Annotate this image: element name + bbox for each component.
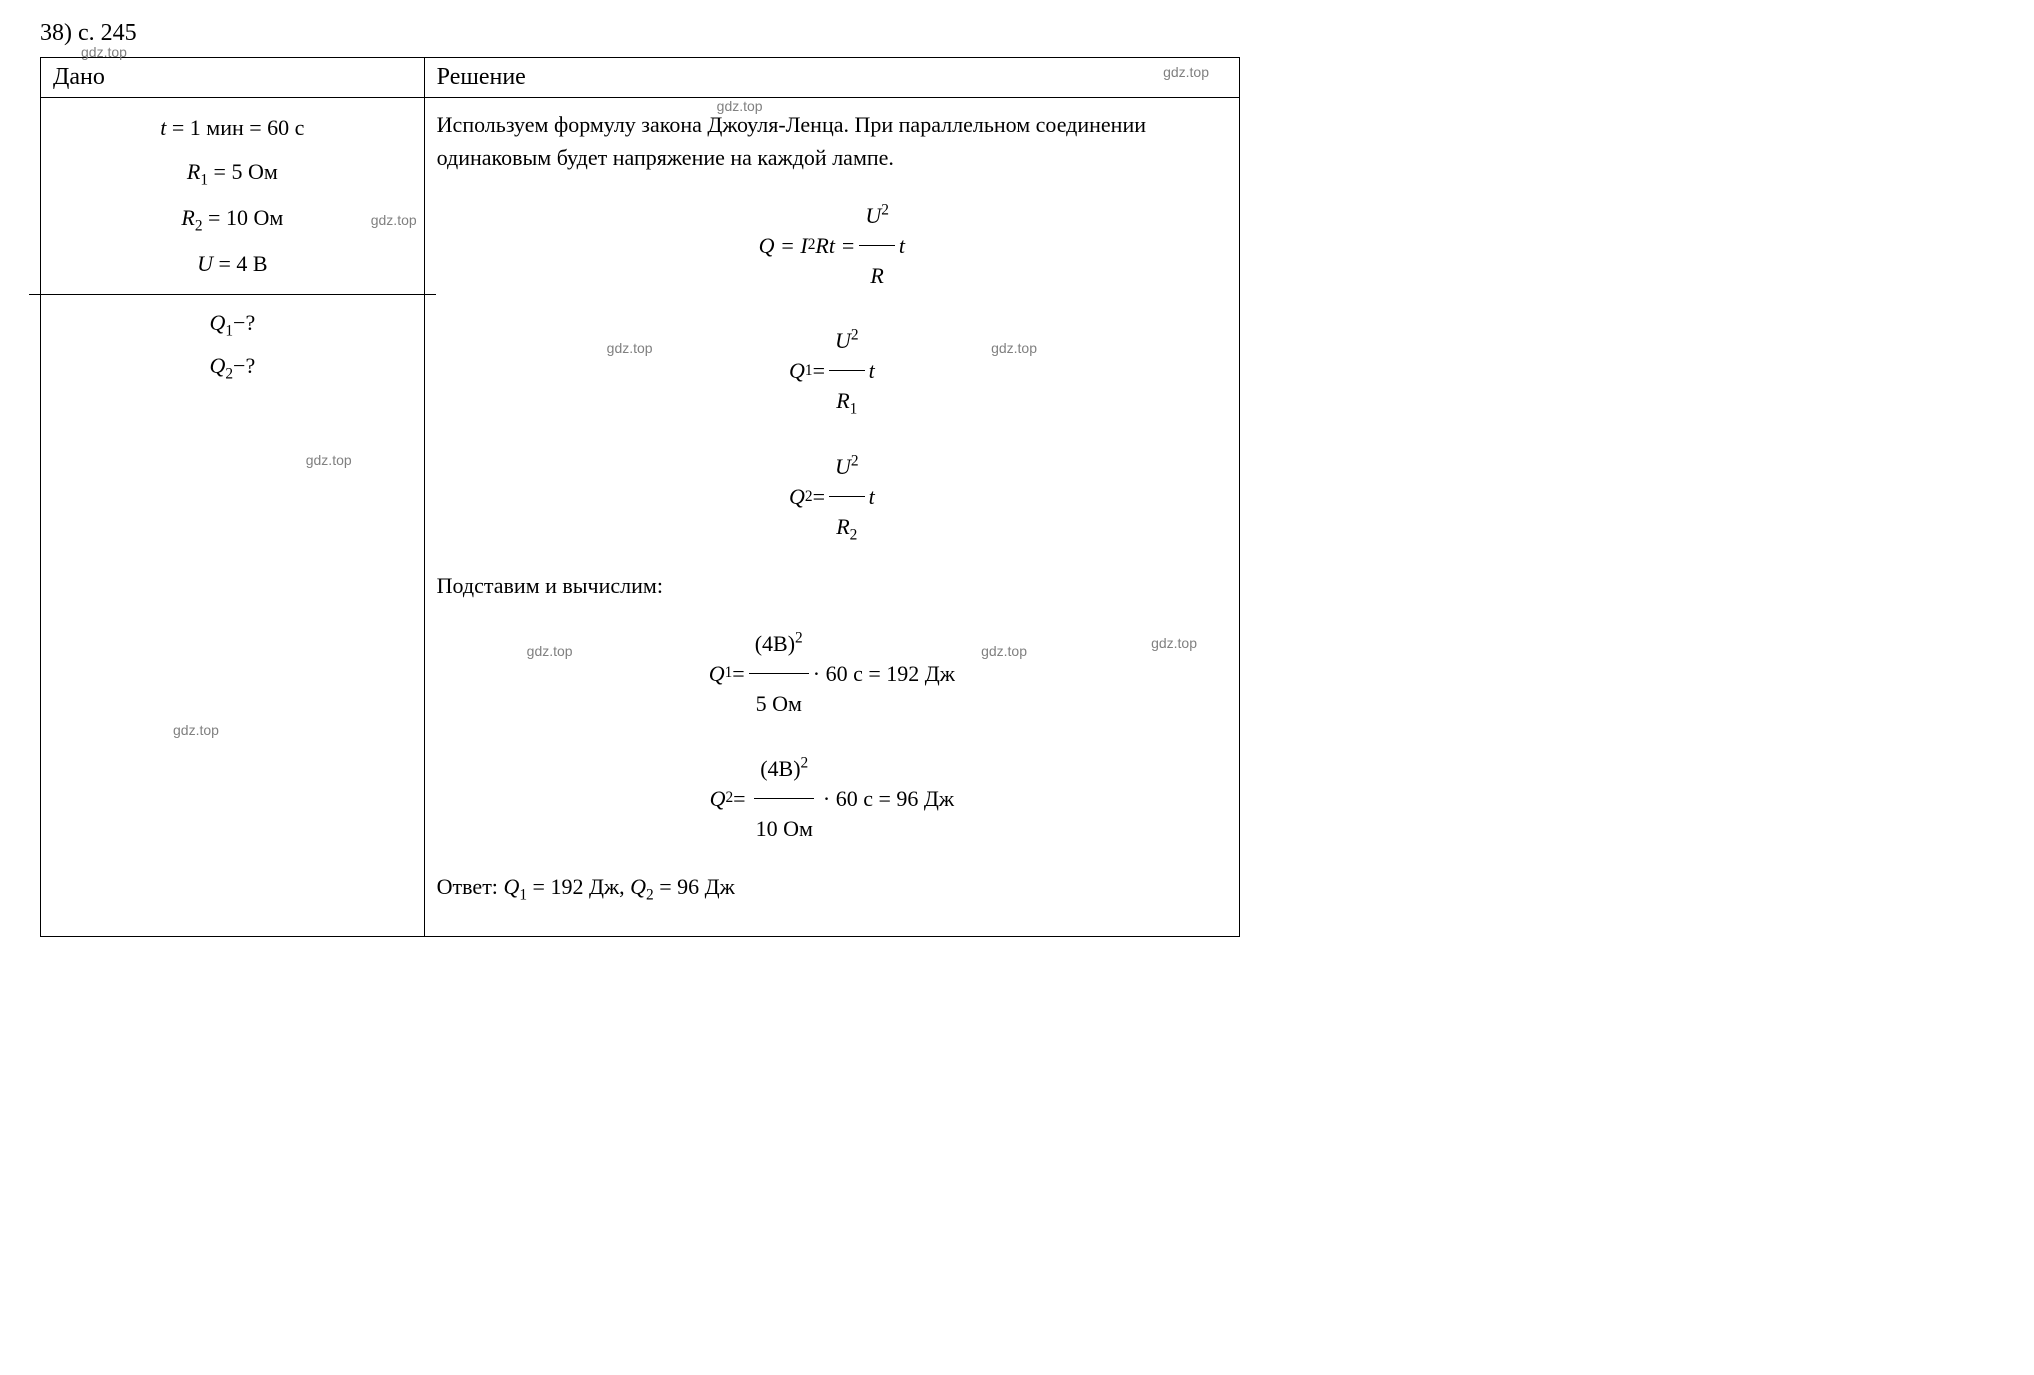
c1-num: (4В) <box>755 631 795 656</box>
formula-q2: Q2 = U2 R2 t <box>437 439 1227 555</box>
watermark: gdz.top <box>1151 626 1197 661</box>
given-line-3: R2 = 10 Ом gdz.top <box>53 196 412 242</box>
answer-line: Ответ: Q1 = 192 Дж, Q2 = 96 Дж <box>437 866 1227 911</box>
formula-q-general: Q = I2Rt = U2 R t <box>437 188 1227 303</box>
ans-q2: Q <box>630 874 646 899</box>
var-u: U <box>197 251 213 276</box>
f2-end: t <box>869 343 875 398</box>
find-line-1: Q1−? <box>53 303 412 345</box>
f1-end: t <box>899 218 905 273</box>
f3-eq: = <box>813 469 825 524</box>
solution-header-label: Решение <box>437 64 526 90</box>
f2-den-sub: 1 <box>850 400 858 417</box>
find-line-2: Q2−? <box>53 346 412 388</box>
c2-mult: · 60 c = 96 Дж <box>823 771 954 826</box>
f3-num: U <box>835 454 851 479</box>
eq-q2: −? <box>233 353 255 378</box>
calc-q1: gdz.top gdz.top gdz.top Q1 = (4В)2 5 Ом … <box>437 616 1227 731</box>
c2-num: (4В) <box>760 756 800 781</box>
ans-q1-sub: 1 <box>519 886 527 903</box>
ans-q1-val: = 192 Дж, <box>527 874 630 899</box>
c2-lhs: Q <box>710 771 726 826</box>
f3-lhs: Q <box>789 469 805 524</box>
ans-q2-sub: 2 <box>646 886 654 903</box>
calc-q2: Q2 = (4В)2 10 Ом · 60 c = 96 Дж <box>437 741 1227 856</box>
watermark: gdz.top <box>371 206 417 234</box>
f1-lhs: Q = I <box>759 218 808 273</box>
given-header-label: Дано <box>53 64 105 90</box>
f3-sub: 2 <box>805 478 813 517</box>
given-block: t = 1 мин = 60 с R1 = 5 Ом R2 = 10 Ом gd… <box>41 98 424 294</box>
var-q2: Q <box>209 353 225 378</box>
f2-num-sup: 2 <box>851 327 859 344</box>
c1-num-sup: 2 <box>795 629 803 646</box>
var-q1: Q <box>209 310 225 335</box>
given-line-4: U = 4 B <box>53 242 412 286</box>
ans-q1: Q <box>503 874 519 899</box>
c2-sub: 2 <box>725 779 733 818</box>
page-reference: c. 245 <box>78 20 137 46</box>
watermark: gdz.top <box>717 96 763 117</box>
given-and-find-cell: t = 1 мин = 60 с R1 = 5 Ом R2 = 10 Ом gd… <box>41 98 425 937</box>
f1-mid: Rt = <box>815 218 855 273</box>
sub-q2: 2 <box>225 365 233 382</box>
formula-q1: gdz.top gdz.top Q1 = U2 R1 t <box>437 313 1227 429</box>
f2-num: U <box>835 328 851 353</box>
watermark: gdz.top <box>1163 64 1209 80</box>
f3-den-sub: 2 <box>850 526 858 543</box>
eq-q1: −? <box>233 310 255 335</box>
given-line-1: t = 1 мин = 60 с <box>53 106 412 150</box>
watermark: gdz.top <box>173 718 219 743</box>
eq-t: = 1 мин = 60 с <box>166 115 304 140</box>
c1-eq: = <box>732 646 744 701</box>
solution-cell: Используем формулу закона Джоуля-Ленца. … <box>424 98 1239 937</box>
watermark: gdz.top <box>81 44 127 60</box>
watermark: gdz.top <box>527 634 573 669</box>
problem-number: 38) <box>40 20 72 46</box>
c2-num-sup: 2 <box>801 754 809 771</box>
eq-r1: = 5 Ом <box>208 159 278 184</box>
c1-mult: · 60 c = 192 Дж <box>813 646 955 701</box>
f2-sub: 1 <box>805 352 813 391</box>
f1-num-sup: 2 <box>881 202 889 219</box>
sub-r2: 2 <box>195 218 203 235</box>
answer-label: Ответ: <box>437 874 504 899</box>
watermark: gdz.top <box>306 448 352 473</box>
solution-header-cell: Решение gdz.top <box>424 58 1239 98</box>
sub-r1: 1 <box>200 171 208 188</box>
var-r1: R <box>187 159 200 184</box>
given-header-cell: Дано gdz.top <box>41 58 425 98</box>
given-line-2: R1 = 5 Ом <box>53 150 412 196</box>
watermark: gdz.top <box>981 634 1027 669</box>
ans-q2-val: = 96 Дж <box>654 874 735 899</box>
f1-num: U <box>865 203 881 228</box>
f1-den: R <box>864 246 889 303</box>
find-block: Q1−? Q2−? gdz.top gdz.top <box>41 295 424 775</box>
eq-r2: = 10 Ом <box>203 205 284 230</box>
intro-text: Используем формулу закона Джоуля-Ленца. … <box>437 112 1146 170</box>
c1-sub: 1 <box>725 654 733 693</box>
f2-eq: = <box>813 343 825 398</box>
sub-q1: 1 <box>225 323 233 340</box>
c2-eq: = <box>733 771 745 826</box>
eq-u: = 4 B <box>213 251 268 276</box>
solution-table: Дано gdz.top Решение gdz.top t = 1 мин =… <box>40 57 1240 937</box>
f3-num-sup: 2 <box>851 453 859 470</box>
c2-den: 10 Ом <box>750 799 819 856</box>
f2-lhs: Q <box>789 343 805 398</box>
solution-intro: Используем формулу закона Джоуля-Ленца. … <box>437 104 1227 178</box>
var-r2: R <box>181 205 194 230</box>
c1-lhs: Q <box>709 646 725 701</box>
substitute-label: Подставим и вычислим: <box>437 565 1227 606</box>
f2-den: R <box>836 388 849 413</box>
problem-header: 38) c. 245 <box>40 20 1994 47</box>
watermark: gdz.top <box>607 331 653 366</box>
watermark: gdz.top <box>991 331 1037 366</box>
f3-den: R <box>836 514 849 539</box>
f3-end: t <box>869 469 875 524</box>
c1-den: 5 Ом <box>750 674 808 731</box>
